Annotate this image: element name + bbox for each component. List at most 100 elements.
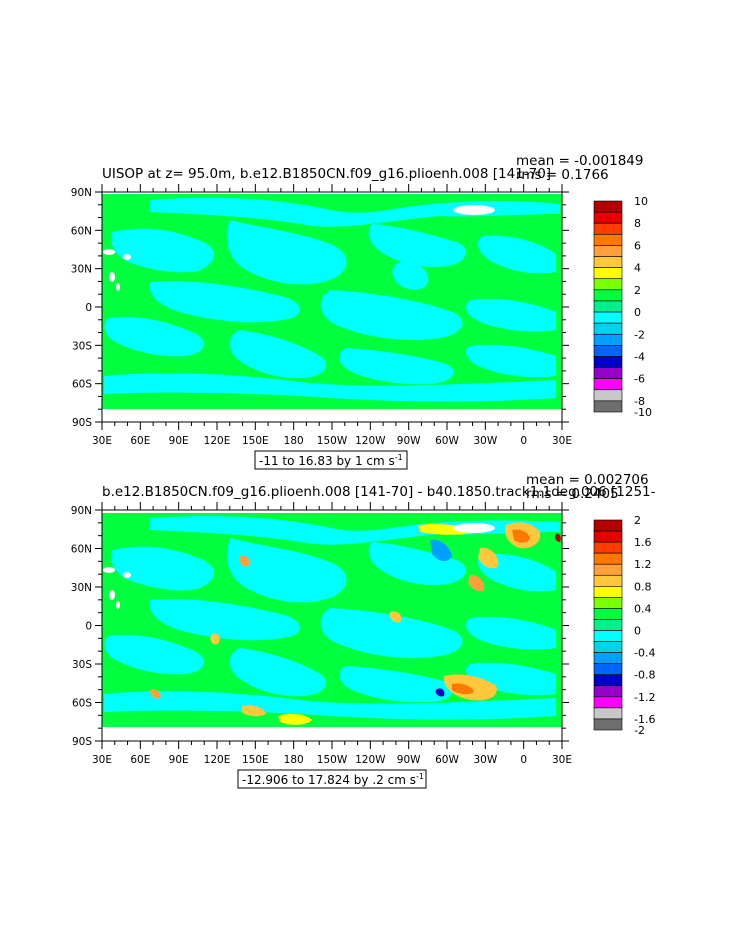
colorbar-swatch (593, 378, 623, 391)
x-tick-label: 90W (397, 435, 421, 447)
x-tick-label: 60E (130, 754, 150, 766)
colorbar-swatch (593, 563, 623, 576)
colorbar-swatch (593, 530, 623, 543)
colorbar-label: -1.2 (634, 691, 655, 704)
colorbar-label: 6 (634, 239, 641, 252)
colorbar-label: 0 (634, 306, 641, 319)
negative-bands (104, 197, 560, 402)
x-tick-label: 30W (473, 754, 497, 766)
colorbar-label: -4 (634, 350, 645, 363)
colorbar-label: 0 (634, 625, 641, 638)
colorbar-swatch (593, 278, 623, 291)
y-tick-label: 90S (72, 417, 92, 429)
x-tick-label: 0 (520, 754, 527, 766)
colorbar-swatch (593, 322, 623, 335)
x-tick-label: 90W (397, 754, 421, 766)
x-tick-label: 60E (130, 435, 150, 447)
colorbar-label: -0.4 (634, 647, 655, 660)
x-tick-label: 180 (284, 754, 304, 766)
colorbar-swatch (593, 619, 623, 631)
colorbar-swatch (593, 300, 623, 313)
colorbar-swatch (593, 519, 623, 532)
x-tick-label: 0 (520, 435, 527, 447)
y-tick-label: 30N (71, 264, 92, 276)
panel-bottom: b.e12.B1850CN.f09_g16.plioenh.008 [141-7… (71, 472, 656, 789)
x-tick-label: 30E (92, 754, 112, 766)
missing-region (453, 523, 495, 533)
missing-islands (103, 249, 131, 291)
colorbar-swatch (593, 541, 623, 554)
y-tick-label: 60N (71, 544, 92, 556)
colorbar-swatch (593, 630, 623, 642)
colorbar-swatch (593, 333, 623, 346)
map-field-bottom (102, 510, 562, 741)
y-tick-label: 90S (72, 736, 92, 748)
colorbar-label: -8 (634, 395, 645, 408)
colorbar-label: -6 (634, 373, 645, 386)
x-tick-label: 150W (317, 435, 348, 447)
colorbar-swatch (593, 222, 623, 235)
colorbar-swatch (593, 674, 623, 687)
colorbar-label: 8 (634, 217, 641, 230)
colorbar-label: -2 (634, 724, 645, 737)
x-tick-label: 90E (169, 754, 189, 766)
colorbar-swatch (593, 663, 623, 676)
range-label-top: -11 to 16.83 by 1 cm s (259, 454, 395, 468)
panel-top-rms: rms = 0.1766 (516, 167, 609, 183)
colorbar-swatch (593, 234, 623, 246)
range-sup-top: -1 (395, 453, 403, 462)
colorbar-label: 1.2 (634, 558, 652, 571)
svg-text:-12.906 to 17.824 by .2 cm s-1: -12.906 to 17.824 by .2 cm s-1 (242, 772, 424, 787)
missing-region (453, 205, 495, 215)
colorbar-swatch (593, 707, 623, 720)
range-sup-bottom: -1 (416, 772, 424, 781)
panel-top-title: UISOP at z= 95.0m, b.e12.B1850CN.f09_g16… (102, 166, 551, 182)
missing-islands (103, 567, 131, 609)
y-tick-label: 60N (71, 225, 92, 237)
colorbar-swatch (593, 685, 623, 698)
map-field-top (102, 192, 562, 422)
x-tick-label: 120W (355, 435, 386, 447)
colorbar-swatch (593, 356, 623, 368)
colorbar-swatch (593, 200, 623, 213)
colorbar-swatch (593, 245, 623, 257)
y-tick-label: 0 (85, 302, 92, 314)
x-tick-label: 150E (242, 754, 269, 766)
colorbar-label: 2 (634, 514, 641, 527)
colorbar-swatch (593, 597, 623, 609)
colorbar-swatch (593, 311, 623, 324)
x-tick-label: 60W (435, 754, 459, 766)
colorbar-label: 0.4 (634, 602, 652, 615)
x-tick-label: 120E (204, 435, 231, 447)
x-tick-label: 30E (552, 435, 572, 447)
colorbar-label: -10 (634, 406, 652, 419)
colorbar-swatch (593, 696, 623, 709)
x-tick-label: 120W (355, 754, 386, 766)
colorbar-swatch (593, 552, 623, 565)
colorbar-swatch (593, 400, 623, 413)
range-label-bottom: -12.906 to 17.824 by .2 cm s (242, 773, 416, 787)
x-tick-label: 60W (435, 435, 459, 447)
y-tick-label: 30N (71, 582, 92, 594)
panel-bottom-title: b.e12.B1850CN.f09_g16.plioenh.008 [141-7… (102, 484, 656, 500)
colorbar-swatch (593, 367, 623, 379)
colorbar-label: -1.6 (634, 713, 655, 726)
colorbar-swatch (593, 641, 623, 653)
y-tick-label: 60S (72, 698, 92, 710)
panel-top: UISOP at z= 95.0m, b.e12.B1850CN.f09_g16… (71, 153, 652, 470)
x-tick-label: 150E (242, 435, 269, 447)
range-box-top: -11 to 16.83 by 1 cm s-1 (254, 450, 408, 470)
y-tick-label: 30S (72, 659, 92, 671)
x-tick-label: 30W (473, 435, 497, 447)
colorbar-swatch (593, 608, 623, 620)
x-tick-label: 30E (552, 754, 572, 766)
x-tick-label: 150W (317, 754, 348, 766)
colorbar-swatch (593, 345, 623, 357)
y-tick-label: 90N (71, 187, 92, 199)
colorbar-bottom: 2 1.6 1.2 0.8 0.4 0 -0.4 -0.8 -1.2 -1.6-2 (593, 514, 655, 737)
y-tick-label: 30S (72, 340, 92, 352)
colorbar-label: 0.8 (634, 580, 652, 593)
